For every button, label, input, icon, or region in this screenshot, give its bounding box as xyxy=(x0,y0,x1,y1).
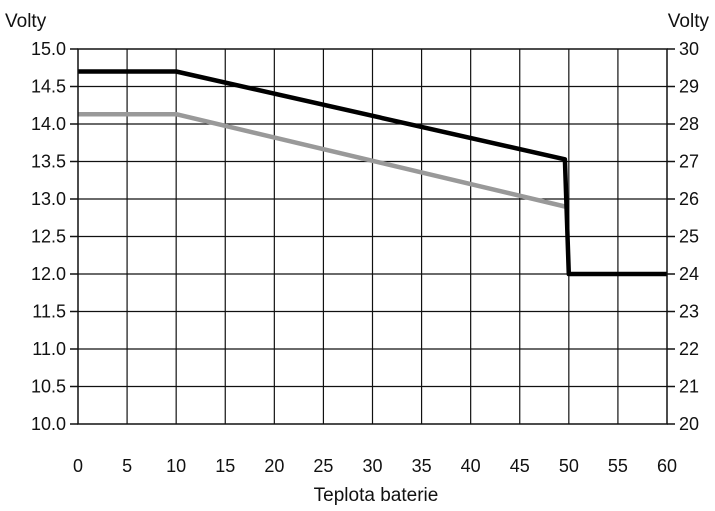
x-tick-label: 55 xyxy=(608,456,628,476)
x-tick-label: 15 xyxy=(215,456,235,476)
y-tick-label-left: 12.5 xyxy=(31,227,66,247)
y-tick-label-right: 25 xyxy=(679,227,699,247)
y-tick-label-right: 20 xyxy=(679,414,699,434)
x-tick-label: 60 xyxy=(657,456,677,476)
y-tick-label-left: 10.0 xyxy=(31,414,66,434)
y-tick-label-right: 27 xyxy=(679,152,699,172)
y-tick-label-left: 13.5 xyxy=(31,152,66,172)
x-tick-label: 50 xyxy=(559,456,579,476)
y-tick-label-right: 30 xyxy=(679,39,699,59)
y-tick-label-left: 13.0 xyxy=(31,189,66,209)
axis-ticks xyxy=(70,48,675,425)
x-axis-title: Teplota baterie xyxy=(314,485,439,506)
y-tick-label-left: 14.5 xyxy=(31,77,66,97)
x-tick-label: 0 xyxy=(73,456,83,476)
x-tick-label: 40 xyxy=(461,456,481,476)
y-tick-label-right: 28 xyxy=(679,114,699,134)
x-tick-label: 25 xyxy=(313,456,333,476)
left-axis-title: Volty xyxy=(5,11,47,32)
right-axis-title: Volty xyxy=(668,11,710,32)
x-tick-label: 20 xyxy=(264,456,284,476)
x-tick-label: 10 xyxy=(166,456,186,476)
y-tick-label-right: 21 xyxy=(679,377,699,397)
y-tick-label-right: 23 xyxy=(679,302,699,322)
y-tick-label-left: 14.0 xyxy=(31,114,66,134)
y-tick-label-right: 24 xyxy=(679,264,699,284)
y-tick-label-left: 15.0 xyxy=(31,39,66,59)
y-tick-label-left: 11.0 xyxy=(32,339,66,359)
x-tick-label: 5 xyxy=(122,456,132,476)
tick-labels: 0 5 10 15 20 25 30 35 40 45 50 55 60 15.0 14.5 14.0 13.5… xyxy=(31,39,699,476)
y-tick-label-right: 26 xyxy=(679,189,699,209)
y-tick-label-left: 12.0 xyxy=(31,264,66,284)
x-tick-label: 35 xyxy=(412,456,432,476)
x-tick-label: 45 xyxy=(510,456,530,476)
y-tick-label-right: 29 xyxy=(679,77,699,97)
series-line-1 xyxy=(78,69,667,277)
y-tick-label-left: 11.5 xyxy=(32,302,66,322)
series-line-2 xyxy=(78,111,566,209)
grid xyxy=(78,49,667,424)
y-tick-label-left: 10.5 xyxy=(31,377,66,397)
x-tick-label: 30 xyxy=(362,456,382,476)
y-tick-label-right: 22 xyxy=(679,339,699,359)
series-lines xyxy=(78,69,667,277)
